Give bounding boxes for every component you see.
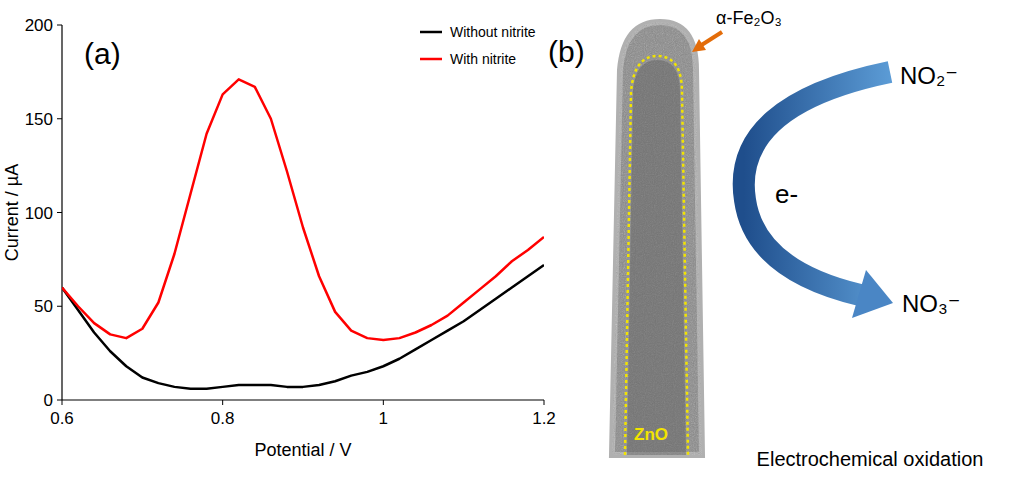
rod-texture	[600, 15, 710, 460]
legend: Without nitrite With nitrite	[420, 24, 536, 67]
panel-label: (b)	[548, 35, 585, 68]
rod-core	[627, 60, 686, 455]
y-tick	[57, 400, 62, 401]
shell-pointer-head	[692, 39, 706, 52]
x-tick-label: 1.2	[532, 409, 556, 428]
y-tick-label: 0	[44, 391, 53, 410]
x-tick	[383, 400, 384, 405]
x-tick-label: 0.8	[211, 409, 235, 428]
panel-label: (a)	[84, 37, 121, 70]
shell-pointer	[700, 32, 722, 46]
y-tick-label: 200	[25, 16, 53, 35]
electron-label: e-	[775, 179, 798, 209]
y-tick	[57, 306, 62, 307]
y-tick	[57, 25, 62, 26]
figure: 0 50 100 150 200 0.6 0.8 1 1.2 Potential / V Curre…	[0, 0, 1034, 479]
series-line	[62, 265, 544, 389]
legend-label: With nitrite	[450, 51, 516, 67]
y-tick-label: 50	[34, 297, 53, 316]
y-tick-label: 150	[25, 110, 53, 129]
x-tick	[62, 400, 63, 405]
product-label: NO₃⁻	[902, 290, 960, 317]
legend-swatch	[420, 58, 442, 61]
rod-grain	[600, 15, 710, 460]
x-axis-title: Potential / V	[254, 440, 351, 460]
series-line	[62, 79, 544, 340]
core-label: ZnO	[634, 425, 668, 444]
series-group	[62, 79, 544, 388]
x-tick-label: 1	[379, 409, 388, 428]
legend-swatch	[420, 31, 442, 34]
reaction-arrow	[744, 72, 890, 295]
x-tick	[222, 400, 223, 405]
reactant-label: NO₂⁻	[900, 62, 958, 89]
x-tick	[544, 400, 545, 405]
core-outline	[625, 56, 688, 455]
caption: Electrochemical oxidation	[757, 448, 984, 470]
reaction-arrow-head	[852, 270, 893, 318]
y-tick	[57, 118, 62, 119]
y-tick-label: 100	[25, 204, 53, 223]
axes: 0 50 100 150 200 0.6 0.8 1 1.2 Potential / V Curre…	[2, 16, 556, 460]
x-axis-line	[62, 399, 544, 400]
y-tick	[57, 212, 62, 213]
panel-b: (b) ZnO α-Fe₂O₃ NO₂⁻ e- NO₃⁻ Electrochemical o…	[548, 8, 983, 470]
shell-label: α-Fe₂O₃	[716, 8, 782, 28]
legend-label: Without nitrite	[450, 24, 536, 40]
y-axis-title: Current / µA	[2, 164, 22, 261]
x-tick-label: 0.6	[50, 409, 74, 428]
